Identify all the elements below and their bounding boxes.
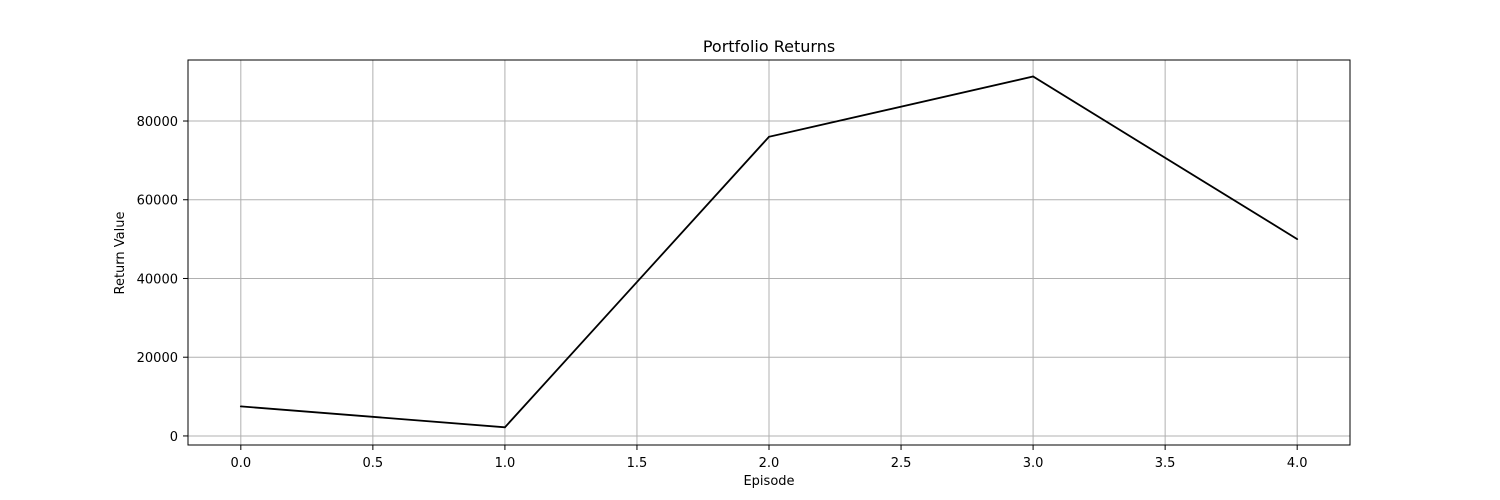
y-tick-label: 60000 (137, 194, 178, 209)
series-layer (239, 75, 1299, 429)
data-point (768, 135, 770, 138)
x-axis-label: Episode (743, 474, 794, 489)
x-tick-label: 2.5 (891, 456, 912, 471)
x-tick-label: 3.0 (1023, 456, 1044, 471)
x-tick-label: 0.0 (230, 456, 251, 471)
y-tick-label: 40000 (137, 272, 178, 287)
chart-title: Portfolio Returns (703, 37, 835, 56)
x-axis-ticks: 0.0 0.5 1.0 1.5 2.0 2.5 3.0 3.5 4.0 (230, 445, 1308, 471)
y-tick-label: 80000 (137, 115, 178, 130)
data-point (504, 426, 506, 429)
x-tick-label: 1.5 (627, 456, 648, 471)
data-point (239, 405, 242, 408)
x-tick-label: 1.0 (495, 456, 516, 471)
y-tick-label: 0 (170, 430, 178, 445)
y-axis-ticks: 0 20000 40000 60000 80000 (137, 115, 188, 445)
x-tick-label: 4.0 (1287, 456, 1308, 471)
x-tick-label: 3.5 (1155, 456, 1176, 471)
data-point (1032, 75, 1034, 78)
y-tick-label: 20000 (137, 351, 178, 366)
data-point (1296, 238, 1299, 241)
grid (188, 60, 1350, 445)
x-tick-label: 0.5 (363, 456, 384, 471)
x-tick-label: 2.0 (759, 456, 780, 471)
y-axis-label: Return Value (113, 212, 128, 295)
